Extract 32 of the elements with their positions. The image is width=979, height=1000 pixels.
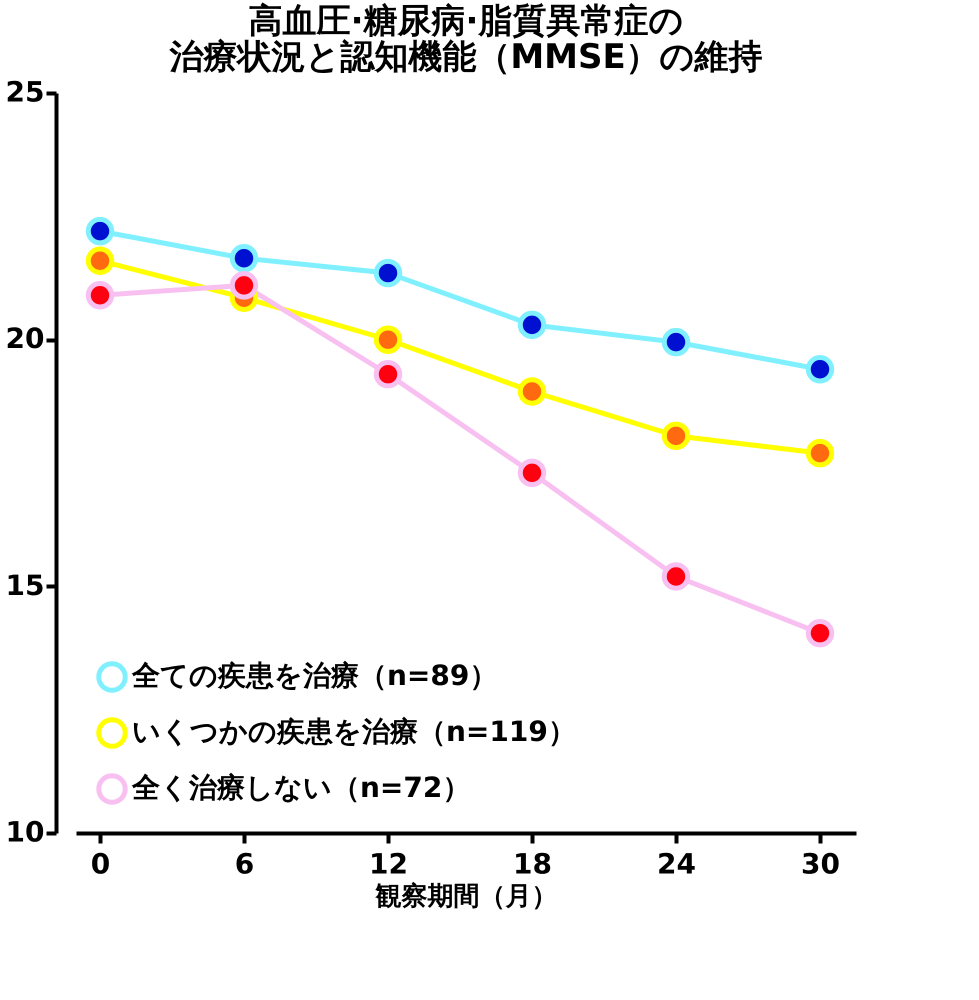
point [86,246,114,275]
x-tick-label: 30 [801,848,840,880]
x-tick-label: 24 [657,848,696,880]
y-tick-label: 10 [6,816,44,848]
point [230,244,258,272]
point [518,377,546,406]
point [230,271,258,300]
chart-title: 高血圧·糖尿病·脂質異常症の治療状況と認知機能（MMSE）の維持 [168,1,763,77]
y-tick-label: 20 [6,322,44,356]
x-tick-label: 0 [90,848,110,880]
point [86,281,114,310]
point [806,618,834,648]
x-tick-label: 6 [234,848,254,880]
point [662,328,690,356]
legend-label: 全ての疾患を治療（n=89） [131,659,498,692]
point [662,562,690,591]
legend-label: いくつかの疾患を治療（n=119） [132,715,576,748]
x-tick-label: 12 [369,848,408,880]
x-axis-title: 観察期間（月） [374,882,558,912]
legend-label: 全く治療しない（n=72） [131,771,470,804]
point [518,310,546,340]
point [662,422,690,450]
point [806,355,834,384]
point [806,438,834,468]
point [518,458,546,488]
point [86,216,114,246]
y-tick-label: 25 [6,76,44,108]
point [374,360,402,388]
y-tick-label: 15 [6,568,44,602]
point [374,258,402,288]
x-tick-label: 18 [513,848,552,880]
point [374,325,402,354]
